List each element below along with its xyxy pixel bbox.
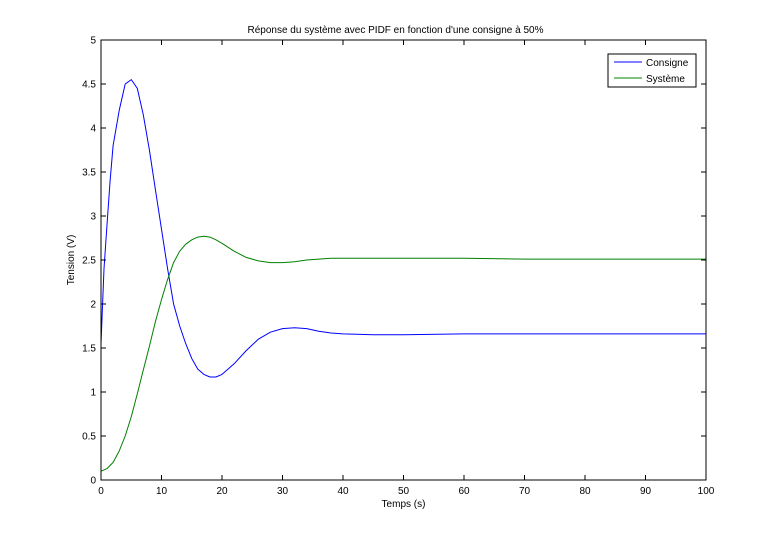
y-tick-label: 4 bbox=[90, 124, 96, 135]
y-tick-label: 2.5 bbox=[82, 256, 96, 267]
x-tick-label: 20 bbox=[216, 486, 228, 497]
x-tick-label: 0 bbox=[98, 486, 104, 497]
legend-box bbox=[607, 53, 697, 88]
legend-label-systeme: Système bbox=[646, 74, 685, 85]
legend: Consigne Système bbox=[607, 53, 697, 88]
series-layer bbox=[100, 79, 706, 472]
y-tick-label: 2 bbox=[90, 300, 96, 311]
ticks-layer: 0 10 20 30 40 50 60 70 80 90 100 0 0.5 1 1.5 2 2.5 3 3.5 4 4… bbox=[82, 36, 715, 498]
y-tick-label: 0.5 bbox=[82, 432, 96, 443]
y-tick-label: 4.5 bbox=[82, 80, 96, 91]
x-tick-label: 10 bbox=[156, 486, 168, 497]
x-tick-label: 50 bbox=[398, 486, 410, 497]
x-tick-label: 70 bbox=[519, 486, 531, 497]
y-tick-label: 3 bbox=[90, 212, 96, 223]
x-tick-label: 40 bbox=[337, 486, 349, 497]
x-tick-label: 30 bbox=[277, 486, 289, 497]
x-tick-label: 80 bbox=[579, 486, 591, 497]
y-axis-label: Tension (V) bbox=[66, 235, 77, 286]
y-tick-label: 1.5 bbox=[82, 344, 96, 355]
x-axis-label: Temps (s) bbox=[382, 499, 426, 510]
x-tick-label: 100 bbox=[698, 486, 715, 497]
series-line-consigne bbox=[100, 79, 706, 378]
y-tick-label: 5 bbox=[90, 36, 96, 47]
y-tick-label: 1 bbox=[90, 388, 96, 399]
legend-label-consigne: Consigne bbox=[646, 58, 689, 69]
series-line-systeme bbox=[100, 235, 706, 472]
y-tick-label: 0 bbox=[90, 476, 96, 487]
x-tick-label: 60 bbox=[458, 486, 470, 497]
x-tick-label: 90 bbox=[640, 486, 652, 497]
plot-area bbox=[101, 40, 706, 480]
y-tick-label: 3.5 bbox=[82, 168, 96, 179]
chart-title: Réponse du système avec PIDF en fonction… bbox=[248, 25, 544, 36]
